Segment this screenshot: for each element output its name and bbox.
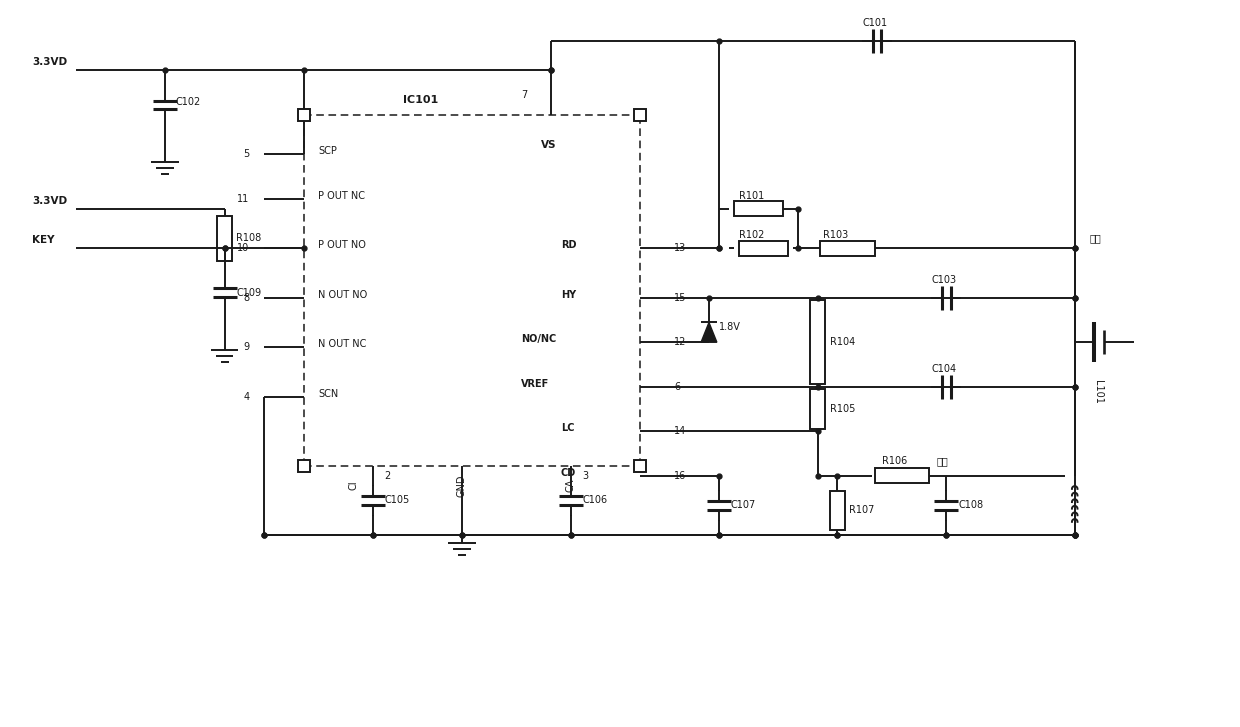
Text: GND: GND (456, 474, 466, 497)
Text: R108: R108 (237, 233, 262, 244)
Text: HY: HY (560, 290, 575, 300)
Text: 9: 9 (243, 342, 249, 352)
Text: 5: 5 (243, 150, 249, 159)
Text: C103: C103 (931, 275, 956, 285)
Bar (217, 216, 232, 261)
Text: NO/NC: NO/NC (521, 334, 557, 345)
Text: 15: 15 (675, 293, 687, 302)
Text: 12: 12 (675, 337, 687, 348)
Text: IC101: IC101 (403, 95, 438, 105)
Bar (820, 241, 874, 256)
Text: CD: CD (560, 467, 575, 478)
Bar (830, 491, 844, 530)
Text: P OUT NC: P OUT NC (319, 191, 366, 201)
Text: 7: 7 (521, 90, 527, 100)
Bar (634, 460, 646, 472)
Text: C104: C104 (931, 364, 956, 374)
Text: R101: R101 (739, 191, 764, 201)
Text: 3.3VD: 3.3VD (32, 57, 67, 68)
Text: C102: C102 (175, 97, 201, 107)
Text: 3: 3 (583, 470, 589, 481)
Text: 2: 2 (384, 470, 391, 481)
Text: 4: 4 (243, 392, 249, 401)
Text: R105: R105 (830, 404, 854, 414)
Text: CA: CA (565, 479, 575, 492)
Text: C101: C101 (862, 18, 888, 28)
Text: 高频: 高频 (1090, 233, 1101, 244)
Text: L101: L101 (1092, 379, 1102, 403)
Text: N OUT NO: N OUT NO (319, 290, 368, 300)
Text: C105: C105 (384, 495, 410, 505)
Bar (298, 109, 310, 121)
Text: 高频: 高频 (936, 456, 949, 466)
Text: 3.3VD: 3.3VD (32, 196, 67, 206)
Text: LC: LC (560, 423, 574, 433)
Text: 14: 14 (675, 426, 687, 436)
Text: R102: R102 (739, 230, 764, 241)
Text: R104: R104 (830, 337, 854, 348)
Text: R106: R106 (882, 456, 908, 466)
Bar (734, 201, 784, 216)
Bar (298, 460, 310, 472)
Text: R103: R103 (822, 230, 848, 241)
Text: C108: C108 (959, 500, 983, 510)
Bar (810, 389, 825, 429)
Text: C106: C106 (583, 495, 608, 505)
Text: KEY: KEY (32, 236, 55, 246)
Bar (739, 241, 789, 256)
Text: SCP: SCP (319, 146, 337, 156)
Text: SCN: SCN (319, 389, 339, 398)
Text: CI: CI (348, 481, 358, 491)
Text: P OUT NO: P OUT NO (319, 241, 366, 250)
Text: 16: 16 (675, 470, 687, 481)
Text: RD: RD (560, 241, 577, 250)
Text: 10: 10 (237, 244, 249, 253)
Text: VS: VS (541, 140, 557, 150)
Text: C107: C107 (730, 500, 756, 510)
Text: 11: 11 (237, 194, 249, 204)
Text: 6: 6 (675, 382, 681, 392)
Text: 13: 13 (675, 244, 687, 253)
Text: N OUT NC: N OUT NC (319, 340, 367, 349)
Text: R107: R107 (849, 505, 874, 515)
Text: 8: 8 (243, 293, 249, 302)
Text: VREF: VREF (521, 379, 549, 389)
Bar (634, 109, 646, 121)
Polygon shape (701, 323, 717, 342)
Bar (810, 300, 825, 385)
Bar (874, 468, 929, 483)
Text: 1.8V: 1.8V (719, 322, 740, 332)
Text: C109: C109 (237, 288, 262, 298)
